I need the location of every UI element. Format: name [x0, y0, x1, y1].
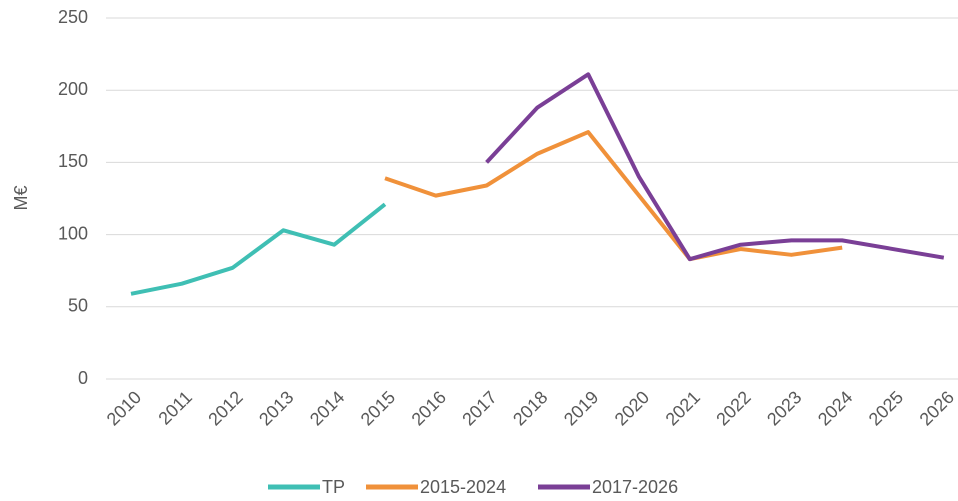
x-tick-label: 2024: [814, 387, 856, 429]
y-tick-label: 200: [58, 79, 88, 99]
x-tick-label: 2012: [204, 387, 246, 429]
x-tick-label: 2011: [154, 387, 196, 429]
x-tick-label: 2017: [458, 387, 500, 429]
legend-label: TP: [322, 477, 345, 497]
x-tick-label: 2022: [712, 387, 754, 429]
x-tick-label: 2013: [255, 387, 297, 429]
legend-label: 2017-2026: [592, 477, 678, 497]
x-tick-label: 2016: [408, 387, 450, 429]
y-tick-label: 50: [68, 296, 88, 316]
x-tick-label: 2026: [916, 387, 958, 429]
line-series: [485, 72, 945, 262]
x-tick-label: 2021: [662, 387, 704, 429]
x-tick-label: 2015: [357, 387, 399, 429]
legend-label: 2015-2024: [420, 477, 506, 497]
y-tick-label: 250: [58, 7, 88, 27]
y-tick-label: 150: [58, 151, 88, 171]
line-series: [130, 202, 387, 296]
y-tick-label: 0: [78, 368, 88, 388]
x-tick-label: 2025: [865, 387, 907, 429]
x-tick-label: 2019: [560, 387, 602, 429]
x-tick-label: 2010: [103, 387, 145, 429]
line-series: [384, 130, 843, 262]
x-tick-label: 2023: [763, 387, 805, 429]
y-tick-label: 100: [58, 223, 88, 243]
x-tick-label: 2020: [611, 387, 653, 429]
y-axis-label: M€: [11, 185, 31, 210]
x-tick-label: 2018: [509, 387, 551, 429]
x-tick-label: 2014: [306, 387, 348, 429]
